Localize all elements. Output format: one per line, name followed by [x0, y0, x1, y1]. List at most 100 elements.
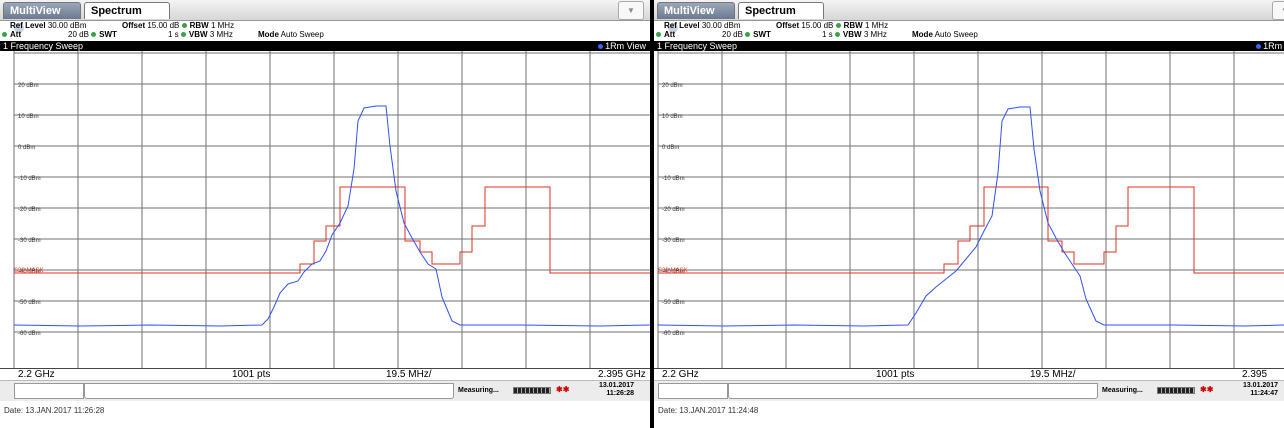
status-dot-icon [91, 31, 97, 37]
tab-spectrum[interactable]: Spectrum [738, 2, 824, 19]
swt-label: SWT [99, 30, 117, 39]
status-field-left[interactable] [658, 383, 728, 399]
window-title-bar: 1 Frequency Sweep 1Rm View [0, 41, 650, 51]
status-dot-icon [180, 31, 186, 37]
status-bar: Measuring... ✱✱ 13.01.2017 11:24:47 [654, 380, 1284, 401]
offset-label: Offset [776, 21, 800, 30]
y-tick: -30 dBm [18, 238, 41, 244]
tab-multiview[interactable]: MultiView [3, 2, 81, 34]
status-dot-icon [181, 22, 187, 28]
mode-value: Auto Sweep [934, 30, 978, 39]
y-tick: -20 dBm [18, 207, 41, 213]
status-field-left[interactable] [14, 383, 84, 399]
status-message-field[interactable] [728, 383, 1098, 399]
chevron-down-icon: ▼ [1281, 6, 1284, 15]
status-dot-icon [834, 31, 840, 37]
y-tick: 10 dBm [662, 114, 683, 120]
x-start-label: 2.2 GHz [662, 369, 699, 380]
rbw-label: RBW [843, 21, 863, 30]
rbw-label: RBW [189, 21, 209, 30]
status-dot-icon [2, 31, 7, 37]
spectrum-plot[interactable]: 20 dBm 10 dBm 0 dBm -10 dBm -20 dBm -30 … [0, 51, 650, 373]
y-tick: -60 dBm [662, 331, 685, 337]
att-label: Att [664, 30, 676, 39]
mask-label: S30-MASK [14, 268, 44, 274]
y-tick: -60 dBm [18, 331, 41, 337]
rbw-value: 1 MHz [864, 21, 889, 30]
measuring-status: Measuring... [1102, 387, 1143, 394]
mode-value: Auto Sweep [280, 30, 324, 39]
tab-multiview-label: MultiView [664, 5, 715, 17]
mode-label: Mode [912, 30, 933, 39]
spectrum-trace [13, 105, 650, 327]
att-value: 20 dB [68, 30, 89, 39]
measuring-status: Measuring... [458, 387, 499, 394]
offset-value: 15.00 dB [147, 21, 180, 30]
status-dot-icon [745, 31, 751, 37]
tab-menu-button[interactable]: ▼ [1272, 1, 1284, 20]
instrument-activity-icon: ✱✱ [1200, 385, 1214, 394]
progress-bar-icon [513, 387, 551, 394]
tab-spectrum-label: Spectrum [745, 5, 796, 17]
status-time: 11:24:47 [1250, 390, 1278, 397]
spectrum-plot[interactable]: 20 dBm 10 dBm 0 dBm -10 dBm -20 dBm -30 … [654, 51, 1284, 373]
trace-dot-icon [1256, 44, 1262, 49]
window-title-bar: 1 Frequency Sweep 1Rm View [654, 41, 1284, 51]
tab-multiview-label: MultiView [10, 5, 61, 17]
trace-indicator: 1Rm View [1256, 41, 1284, 51]
tab-spectrum-label: Spectrum [91, 5, 142, 17]
spectrum-graph: 20 dBm 10 dBm 0 dBm -10 dBm -20 dBm -30 … [0, 51, 650, 368]
y-tick: -20 dBm [662, 207, 685, 213]
window-title: 1 Frequency Sweep [3, 41, 84, 51]
y-tick: -40 dBm [662, 269, 685, 275]
spectrum-graph: 20 dBm 10 dBm 0 dBm -10 dBm -20 dBm -30 … [654, 51, 1284, 368]
vbw-label: VBW [188, 30, 208, 39]
y-tick: -50 dBm [662, 300, 685, 306]
swt-label: SWT [753, 30, 771, 39]
att-label: Att [10, 30, 22, 39]
analyzer-panel-left: MultiView Spectrum ▼ Ref Level 30.00 dBm… [0, 0, 650, 428]
x-axis-labels: 2.2 GHz 1001 pts 19.5 MHz/ 2.395 GHz [654, 368, 1284, 391]
status-message-field[interactable] [84, 383, 454, 399]
chevron-down-icon: ▼ [627, 6, 635, 15]
trace-dot-icon [598, 44, 604, 49]
tab-bar: MultiView Spectrum ▼ [654, 0, 1284, 34]
grid-lines [657, 51, 1284, 368]
close-icon[interactable] [14, 23, 24, 34]
ref-level-label: Ref Level [664, 21, 700, 30]
instrument-activity-icon: ✱✱ [556, 385, 570, 394]
vbw-label: VBW [842, 30, 862, 39]
window-title: 1 Frequency Sweep [657, 41, 738, 51]
points-label: 1001 pts [232, 369, 271, 380]
y-tick: 10 dBm [18, 114, 39, 120]
ref-level-value: 30.00 dBm [47, 21, 87, 30]
tab-spectrum[interactable]: Spectrum [84, 2, 170, 19]
swt-value: 1 s [822, 30, 833, 39]
tab-multiview[interactable]: MultiView [657, 2, 735, 34]
progress-bar-icon [1157, 387, 1195, 394]
status-date: 13.01.2017 [1242, 382, 1278, 389]
y-tick: -10 dBm [662, 176, 685, 182]
y-tick: -10 dBm [18, 176, 41, 182]
y-tick: 20 dBm [18, 83, 39, 89]
close-icon[interactable] [668, 23, 678, 34]
span-per-div-label: 19.5 MHz/ [1030, 369, 1076, 380]
status-date: 13.01.2017 [598, 382, 634, 389]
y-tick: -30 dBm [662, 238, 685, 244]
plot-background [654, 51, 1284, 368]
footer-date: Date: 13.JAN.2017 11:26:28 [4, 406, 105, 415]
y-tick: 0 dBm [662, 145, 679, 151]
spectrum-trace [657, 106, 1284, 327]
x-axis-labels: 2.2 GHz 1001 pts 19.5 MHz/ 2.395 GHz [0, 368, 650, 381]
vbw-value: 3 MHz [209, 30, 233, 39]
x-stop-label: 2.395 GHz [598, 369, 646, 380]
x-start-label: 2.2 GHz [18, 369, 55, 380]
plot-background [0, 51, 650, 368]
trace-indicator: 1Rm View [598, 41, 646, 51]
vbw-value: 3 MHz [863, 30, 887, 39]
limit-mask-line [14, 186, 650, 274]
tab-menu-button[interactable]: ▼ [618, 1, 644, 20]
ref-level-value: 30.00 dBm [701, 21, 741, 30]
tab-bar: MultiView Spectrum ▼ [0, 0, 650, 34]
